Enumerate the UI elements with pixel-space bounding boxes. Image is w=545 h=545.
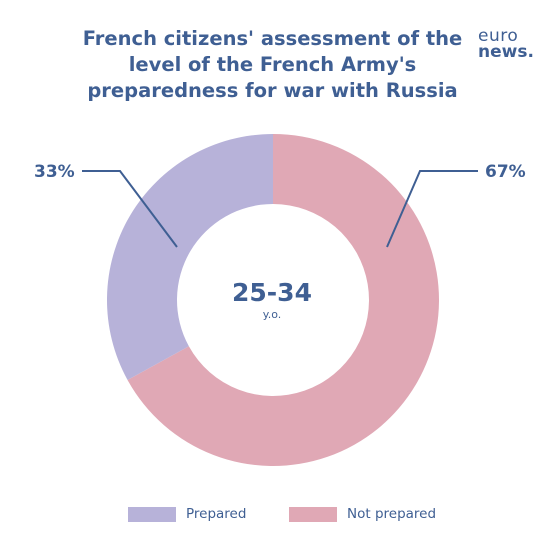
donut-slice-not-prepared bbox=[127, 134, 440, 466]
legend-swatch-prepared bbox=[128, 506, 176, 522]
title-line-3: preparedness for war with Russia bbox=[87, 79, 458, 102]
legend-label-not-prepared: Not prepared bbox=[347, 506, 437, 522]
leader-line-prepared bbox=[82, 170, 178, 248]
not-prepared-value-label: 67% bbox=[485, 162, 526, 182]
donut-slice-prepared bbox=[107, 134, 273, 380]
title-line-2: level of the French Army's bbox=[128, 53, 417, 76]
legend-item-prepared: Prepared bbox=[128, 506, 246, 522]
leader-lines bbox=[82, 170, 478, 248]
age-unit-label: y.o. bbox=[262, 308, 282, 321]
prepared-value-label: 33% bbox=[34, 162, 75, 182]
chart-title: French citizens' assessment of the level… bbox=[60, 26, 485, 104]
legend-item-not-prepared: Not prepared bbox=[289, 506, 436, 522]
age-group-label: 25-34 bbox=[232, 278, 312, 307]
legend: Prepared Not prepared bbox=[0, 506, 545, 526]
logo-line-2: news. bbox=[478, 42, 534, 62]
legend-label-prepared: Prepared bbox=[186, 506, 247, 522]
title-line-1: French citizens' assessment of the bbox=[82, 27, 463, 50]
euronews-logo: euro news. bbox=[478, 26, 540, 62]
donut-slices bbox=[107, 134, 440, 466]
center-label: 25-34 y.o. bbox=[222, 278, 322, 321]
logo-line-1: euro bbox=[478, 26, 519, 46]
legend-swatch-not-prepared bbox=[289, 506, 337, 522]
leader-line-not-prepared bbox=[386, 170, 478, 248]
